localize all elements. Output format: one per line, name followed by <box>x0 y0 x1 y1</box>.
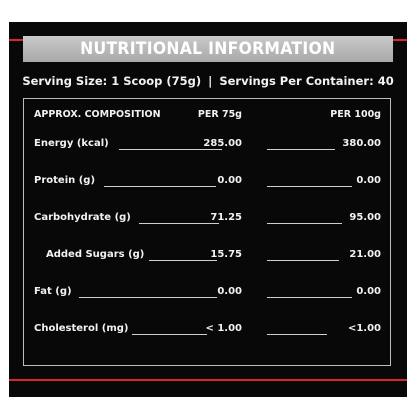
servings-per-container: Servings Per Container: 40 <box>219 74 394 88</box>
nutrition-panel: NUTRITIONAL INFORMATION Serving Size: 1 … <box>9 22 407 397</box>
value-per-75g: 15.75 <box>210 249 242 260</box>
leader-line-75g <box>132 334 207 335</box>
leader-line-100g <box>267 223 342 224</box>
panel-title: NUTRITIONAL INFORMATION <box>80 39 336 59</box>
row-label: Carbohydrate (g) <box>34 212 131 223</box>
row-label: Protein (g) <box>34 175 96 186</box>
value-per-100g: 0.00 <box>356 286 381 297</box>
table-row-carbohydrate: Carbohydrate (g) 71.25 95.00 <box>24 212 390 228</box>
header-composition: APPROX. COMPOSITION <box>34 109 161 120</box>
row-label: Fat (g) <box>34 286 72 297</box>
row-label: Cholesterol (mg) <box>34 323 129 334</box>
leader-line-100g <box>267 186 352 187</box>
leader-line-100g <box>267 149 335 150</box>
value-per-75g: 0.00 <box>217 175 242 186</box>
table-row-cholesterol: Cholesterol (mg) < 1.00 <1.00 <box>24 323 390 339</box>
value-per-75g: < 1.00 <box>205 323 242 334</box>
leader-line-75g <box>79 297 217 298</box>
leader-line-75g <box>149 260 217 261</box>
leader-line-100g <box>267 334 327 335</box>
serving-info: Serving Size: 1 Scoop (75g) | Servings P… <box>22 69 394 93</box>
leader-line-75g <box>139 223 219 224</box>
row-label: Added Sugars (g) <box>46 249 145 260</box>
title-bar: NUTRITIONAL INFORMATION <box>23 36 393 62</box>
header-per-100g: PER 100g <box>330 109 381 120</box>
table-row-energy: Energy (kcal) 285.00 380.00 <box>24 138 390 154</box>
table-row-fat: Fat (g) 0.00 0.00 <box>24 286 390 302</box>
leader-line-100g <box>267 297 352 298</box>
value-per-100g: 380.00 <box>342 138 381 149</box>
value-per-75g: 71.25 <box>210 212 242 223</box>
leader-line-100g <box>267 260 339 261</box>
value-per-100g: <1.00 <box>347 323 381 334</box>
leader-line-75g <box>119 149 222 150</box>
header-per-75g: PER 75g <box>197 109 242 120</box>
nutrition-table: APPROX. COMPOSITION PER 75g PER 100g Ene… <box>23 98 391 366</box>
leader-line-75g <box>104 186 216 187</box>
serving-separator: | <box>208 74 213 88</box>
serving-size: Serving Size: 1 Scoop (75g) <box>22 74 202 88</box>
value-per-75g: 0.00 <box>217 286 242 297</box>
accent-line-bottom <box>9 379 407 381</box>
row-label: Energy (kcal) <box>34 138 109 149</box>
value-per-100g: 0.00 <box>356 175 381 186</box>
value-per-75g: 285.00 <box>203 138 242 149</box>
table-row-added-sugars: Added Sugars (g) 15.75 21.00 <box>24 249 390 265</box>
value-per-100g: 95.00 <box>349 212 381 223</box>
value-per-100g: 21.00 <box>349 249 381 260</box>
table-row-protein: Protein (g) 0.00 0.00 <box>24 175 390 191</box>
